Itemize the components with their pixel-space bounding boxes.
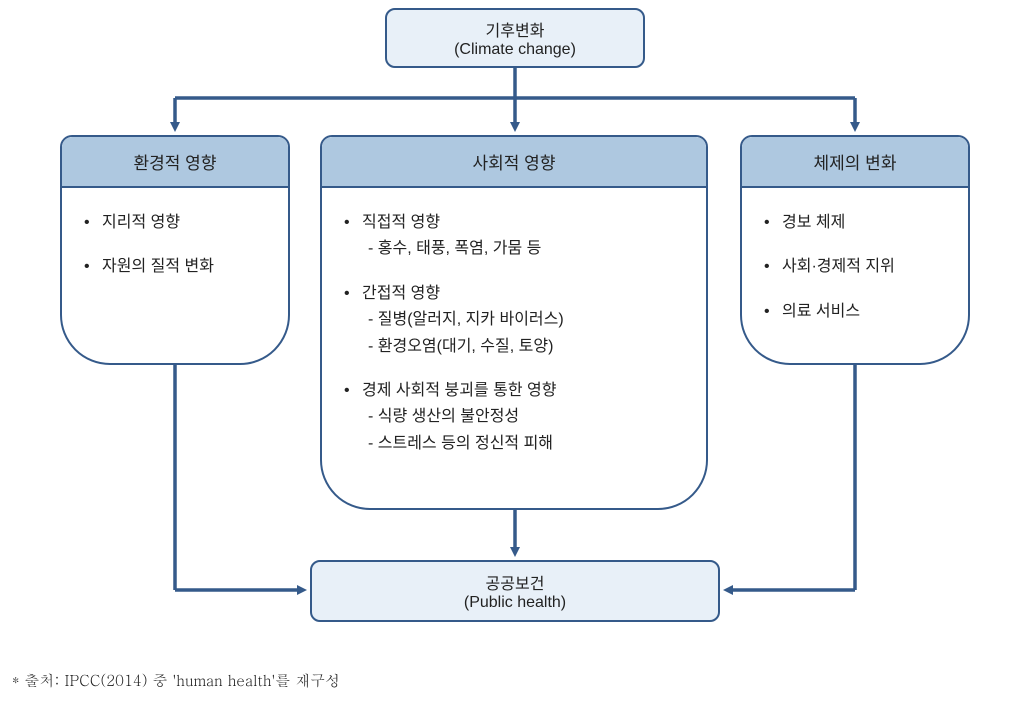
panel-environmental: 환경적 영향 지리적 영향 자원의 질적 변화 bbox=[60, 135, 290, 365]
top-node-line1: 기후변화 bbox=[387, 17, 643, 41]
list-item: 경제 사회적 붕괴를 통한 영향 - 식량 생산의 불안정성 - 스트레스 등의… bbox=[344, 378, 684, 457]
panel-body: 경보 체제 사회·경제적 지위 의료 서비스 bbox=[742, 188, 968, 365]
source-footnote: * 출처: IPCC(2014) 중 'human health'를 재구성 bbox=[12, 670, 340, 691]
list-item: 간접적 영향 - 질병(알러지, 지카 바이러스) - 환경오염(대기, 수질,… bbox=[344, 281, 684, 360]
item-sub: - 홍수, 태풍, 폭염, 가뭄 등 bbox=[344, 236, 684, 262]
panel-header: 체제의 변화 bbox=[742, 137, 968, 188]
panel-header: 환경적 영향 bbox=[62, 137, 288, 188]
bottom-node-line2: (Public health) bbox=[312, 594, 718, 612]
panel-social: 사회적 영향 직접적 영향 - 홍수, 태풍, 폭염, 가뭄 등 간접적 영향 … bbox=[320, 135, 708, 510]
item-label: 간접적 영향 bbox=[344, 281, 684, 307]
item-sub: - 식량 생산의 불안정성 bbox=[344, 404, 684, 430]
item-label: 직접적 영향 bbox=[344, 210, 684, 236]
list-item: 자원의 질적 변화 bbox=[84, 254, 266, 280]
list-item: 의료 서비스 bbox=[764, 299, 946, 325]
list-item: 직접적 영향 - 홍수, 태풍, 폭염, 가뭄 등 bbox=[344, 210, 684, 263]
bottom-node-line1: 공공보건 bbox=[312, 570, 718, 594]
panel-system: 체제의 변화 경보 체제 사회·경제적 지위 의료 서비스 bbox=[740, 135, 970, 365]
panel-body: 지리적 영향 자원의 질적 변화 bbox=[62, 188, 288, 333]
list-item: 경보 체제 bbox=[764, 210, 946, 236]
bottom-node: 공공보건 (Public health) bbox=[310, 560, 720, 622]
top-node: 기후변화 (Climate change) bbox=[385, 8, 645, 68]
top-node-line2: (Climate change) bbox=[387, 41, 643, 59]
item-sub: - 스트레스 등의 정신적 피해 bbox=[344, 431, 684, 457]
item-sub: - 환경오염(대기, 수질, 토양) bbox=[344, 334, 684, 360]
panel-body: 직접적 영향 - 홍수, 태풍, 폭염, 가뭄 등 간접적 영향 - 질병(알러… bbox=[322, 188, 706, 509]
item-label: 경제 사회적 붕괴를 통한 영향 bbox=[344, 378, 684, 404]
list-item: 사회·경제적 지위 bbox=[764, 254, 946, 280]
panel-header: 사회적 영향 bbox=[322, 137, 706, 188]
item-sub: - 질병(알러지, 지카 바이러스) bbox=[344, 307, 684, 333]
list-item: 지리적 영향 bbox=[84, 210, 266, 236]
